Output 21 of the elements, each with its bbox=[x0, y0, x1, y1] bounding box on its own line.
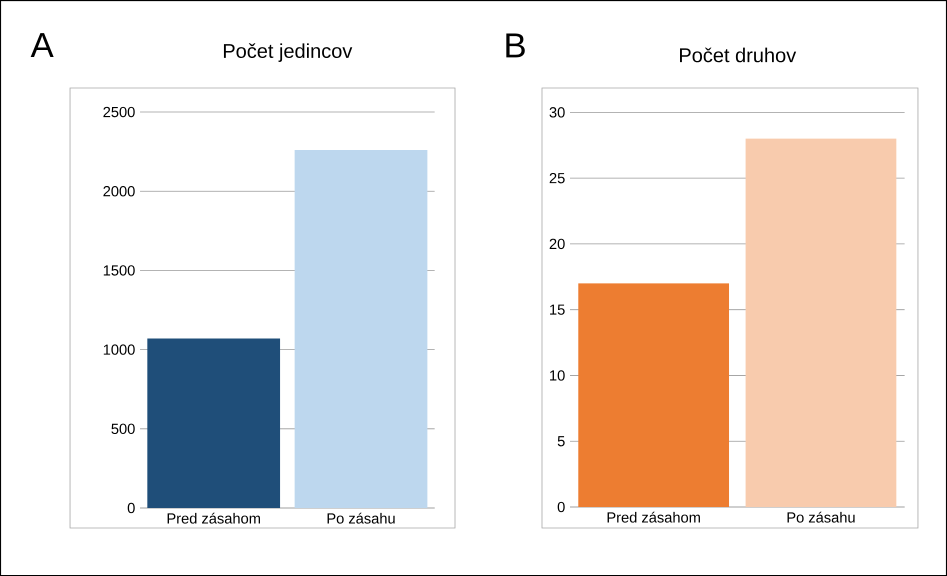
y-tick-label: 5 bbox=[558, 436, 565, 446]
text: B bbox=[506, 33, 525, 58]
x-tick-label: Po zásahu bbox=[328, 512, 395, 524]
y-tick-label: 10 bbox=[550, 370, 565, 381]
y-tick-label: 20 bbox=[550, 238, 565, 250]
y-tick-label: 1000 bbox=[104, 344, 135, 355]
chart-title: Počet druhov bbox=[680, 48, 796, 62]
y-tick-label: 0 bbox=[128, 502, 135, 514]
chart-title: Počet jedincov bbox=[224, 43, 352, 62]
y-tick-label: 500 bbox=[111, 424, 135, 434]
y-tick-label: 1500 bbox=[104, 265, 135, 276]
y-tick-label: 15 bbox=[550, 304, 565, 315]
x-tick-label: Po zásahu bbox=[788, 512, 855, 523]
y-tick-label: 25 bbox=[550, 172, 565, 184]
y-tick-label: 30 bbox=[550, 107, 565, 118]
y-tick-label: 0 bbox=[558, 502, 565, 512]
text: A bbox=[30, 33, 54, 57]
y-tick-label: 2000 bbox=[103, 186, 135, 196]
x-tick-label: Pred zásahom bbox=[168, 512, 260, 524]
y-tick-label: 2500 bbox=[103, 106, 135, 118]
x-tick-label: Pred zásahom bbox=[608, 512, 700, 523]
